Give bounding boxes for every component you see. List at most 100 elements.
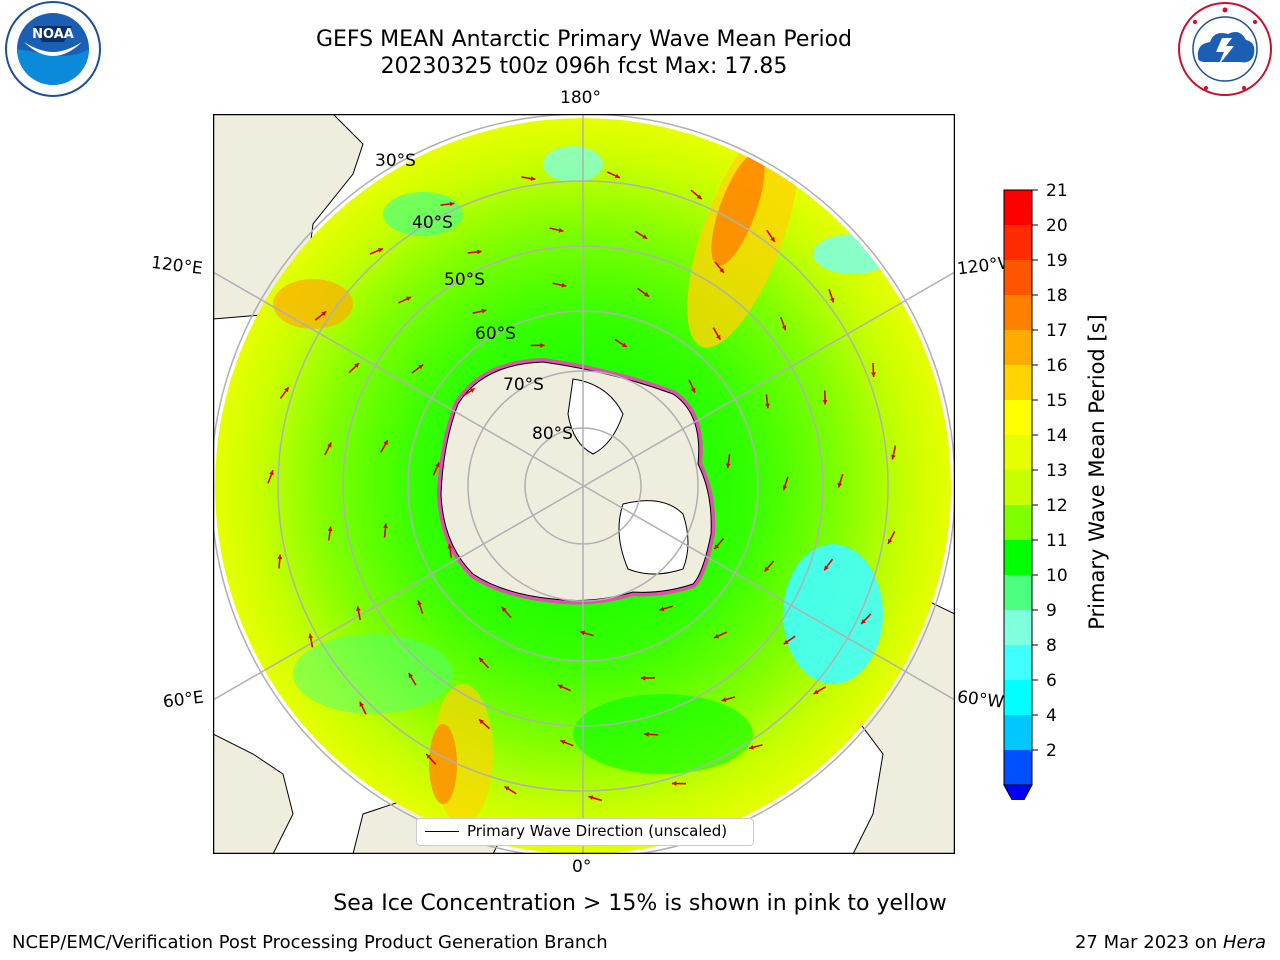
- wave-arrow-head: [765, 403, 770, 409]
- wave-arrow-head: [691, 387, 696, 393]
- wave-arrow-head: [383, 440, 388, 446]
- wave-arrow-head: [890, 454, 896, 460]
- wave-arrow-head: [614, 173, 620, 179]
- polar-map: 30°S 40°S 50°S 60°S 70°S 80°S Primary Wa…: [212, 113, 956, 855]
- colorbar-tick-label: 11: [1046, 531, 1068, 551]
- lat-label-70s: 70°S: [503, 375, 544, 395]
- title-line-1: GEFS MEAN Antarctic Primary Wave Mean Pe…: [315, 27, 853, 52]
- wave-arrow-head: [558, 227, 564, 233]
- colorbar-segment: [1004, 400, 1032, 435]
- colorbar-segment: [1004, 190, 1032, 225]
- colorbar-segment: [1004, 470, 1032, 505]
- wave-arrow-head: [359, 701, 364, 707]
- lon-label-60e: 60°E: [161, 687, 205, 713]
- wave-arrow-head: [540, 342, 545, 348]
- wave-arrow-head: [621, 342, 627, 347]
- colorbar-segment: [1004, 540, 1032, 575]
- footer-credit: NCEP/EMC/Verification Post Processing Pr…: [12, 932, 608, 953]
- wave-arrow-head: [813, 689, 819, 694]
- colorbar-segment: [1004, 225, 1032, 260]
- colorbar-tick-label: 18: [1046, 286, 1068, 306]
- wave-arrow-head: [479, 657, 484, 663]
- wave-arrow-head: [406, 296, 412, 302]
- wave-arrow-head: [714, 544, 720, 550]
- colorbar-tick-label: 9: [1046, 601, 1057, 621]
- wave-arrow-head: [871, 372, 876, 377]
- colorbar-tick-label: 8: [1046, 636, 1057, 656]
- wave-arrow-head: [764, 566, 770, 572]
- colorbar-tick-label: 2: [1046, 741, 1057, 761]
- wave-arrow-head: [640, 675, 646, 681]
- wave-arrow-head: [824, 565, 829, 571]
- wave-arrow-head: [449, 201, 455, 207]
- colorbar-segment: [1004, 715, 1032, 750]
- sea-ice-note: Sea Ice Concentration > 15% is shown in …: [333, 891, 947, 916]
- colorbar-segment: [1004, 610, 1032, 645]
- wave-arrow-head: [748, 744, 754, 750]
- wave-arrow-head: [383, 523, 388, 529]
- colorbar-segment: [1004, 645, 1032, 680]
- colorbar-tick-label: 17: [1046, 321, 1068, 341]
- colorbar-extend-triangle: [1003, 784, 1033, 813]
- wave-arrow-head: [783, 639, 789, 645]
- wave-arrow-head: [530, 176, 536, 181]
- map-legend: Primary Wave Direction (unscaled): [416, 818, 754, 846]
- lon-label-120e: 120°E: [149, 252, 204, 280]
- wave-arrow-head: [478, 719, 484, 725]
- wave-arrow-head: [408, 672, 414, 678]
- wave-arrow-head: [560, 739, 566, 745]
- wave-arrow-head: [501, 607, 507, 612]
- colorbar-tick-label: 10: [1046, 566, 1068, 586]
- lon-label-180: 180°: [560, 88, 601, 108]
- colorbar-tick-label: 20: [1046, 216, 1068, 236]
- wave-arrow-head: [580, 630, 586, 636]
- colorbar-segment: [1004, 330, 1032, 365]
- wave-arrow-head: [327, 526, 333, 532]
- colorbar-segment: [1004, 260, 1032, 295]
- colorbar: 21 20 19 18 17 16 15 14 13 12 11 10 9 8 6 4 2: [990, 180, 1110, 813]
- wave-arrow-head: [321, 311, 327, 317]
- wave-arrow-head: [481, 308, 487, 314]
- wave-arrow-head: [418, 364, 424, 370]
- colorbar-segment: [1004, 680, 1032, 715]
- colorbar-segment: [1004, 750, 1032, 785]
- wave-arrow-head: [770, 236, 775, 242]
- wave-arrow-head: [356, 606, 361, 612]
- wave-arrow-head: [659, 606, 665, 612]
- colorbar-tick-label: 13: [1046, 461, 1068, 481]
- lat-label-80s: 80°S: [532, 424, 573, 444]
- footer-host: Hera: [1222, 932, 1266, 953]
- polar-map-svg: [212, 113, 956, 855]
- lat-label-30s: 30°S: [375, 151, 416, 171]
- legend-label: Primary Wave Direction (unscaled): [467, 822, 728, 840]
- colorbar-tick-label: 12: [1046, 496, 1068, 516]
- wave-arrow-head: [561, 282, 567, 288]
- colorbar-tick-label: 19: [1046, 251, 1068, 271]
- colorbar-title: Primary Wave Mean Period [s]: [1085, 314, 1109, 630]
- colorbar-segment: [1004, 365, 1032, 400]
- colorbar-tick-label: 6: [1046, 671, 1057, 691]
- legend-line-sample: [425, 831, 459, 832]
- colorbar-tick-label: 14: [1046, 426, 1068, 446]
- wave-arrow-head: [277, 554, 283, 560]
- colorbar-segment: [1004, 435, 1032, 470]
- wave-arrow-head: [782, 485, 788, 491]
- wave-arrow-head: [588, 795, 594, 800]
- colorbar-tick-label: 16: [1046, 356, 1068, 376]
- wave-arrow-head: [644, 731, 649, 737]
- wave-arrow-head: [308, 633, 314, 639]
- wave-arrow-head: [327, 442, 332, 448]
- wave-direction-arrows: [267, 171, 897, 802]
- wave-arrow-head: [477, 249, 482, 255]
- wave-arrow-head: [426, 754, 432, 759]
- wave-arrow-head: [644, 292, 650, 297]
- colorbar-tick-label: 21: [1046, 181, 1068, 201]
- wave-arrow-head: [269, 470, 274, 476]
- wave-arrow-head: [642, 234, 648, 239]
- colorbar-segment: [1004, 575, 1032, 610]
- wave-arrow-head: [696, 194, 702, 200]
- wave-arrow-head: [714, 633, 720, 639]
- noaa-logo: NOAA: [4, 0, 102, 98]
- wave-arrow-head: [888, 538, 893, 544]
- wave-arrow-head: [721, 697, 727, 702]
